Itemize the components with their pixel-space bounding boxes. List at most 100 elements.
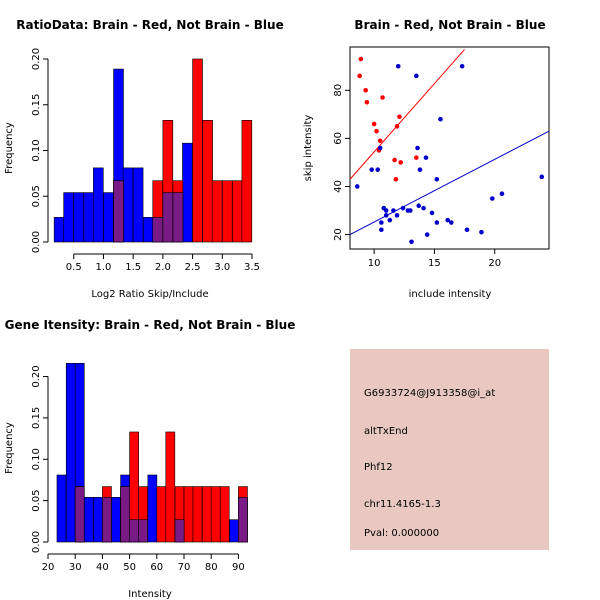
- scatter-y-tick-label: 20: [333, 228, 344, 241]
- gene-symbol: Phf12: [364, 462, 393, 473]
- ratio-bar-brain: [192, 58, 203, 243]
- ratio-bar-not-brain: [93, 167, 104, 243]
- scatter-point-brain: [380, 95, 385, 100]
- ratio-bar-brain: [221, 180, 233, 243]
- scatter-point-not-brain: [414, 73, 419, 79]
- scatter-point-not-brain: [449, 220, 454, 225]
- ratio-bar-not-brain: [73, 192, 84, 243]
- ratio-bar-not-brain: [63, 192, 74, 243]
- intensity-scatter: Brain - Red, Not Brain - Blue 10 15 20 20 40…: [303, 18, 550, 300]
- scatter-x-tick-label: 15: [428, 258, 441, 269]
- scatter-point-not-brain: [369, 167, 375, 172]
- scatter-point-not-brain: [394, 213, 400, 218]
- scatter-point-brain: [364, 100, 370, 105]
- scatter-point-brain: [371, 121, 377, 127]
- ratio-x-tick-label: 2.0: [155, 262, 171, 273]
- scatter-point-not-brain: [434, 220, 440, 225]
- intensity-y-tick-label: 0.00: [31, 531, 42, 553]
- ratio-bar-not-brain: [182, 142, 193, 243]
- scatter-point-not-brain: [408, 208, 413, 213]
- scatter-point-brain: [358, 56, 364, 62]
- ratio-bar-not-brain: [53, 216, 65, 243]
- ratio-bar-not-brain: [83, 192, 95, 243]
- scatter-point-not-brain: [387, 217, 393, 223]
- scatter-point-brain: [414, 155, 419, 160]
- scatter-point-brain: [357, 73, 362, 79]
- ratio-bar-overlap: [152, 216, 163, 243]
- ratio-histogram-title: RatioData: Brain - Red, Not Brain - Blue: [16, 18, 283, 32]
- scatter-point-brain: [363, 87, 368, 93]
- ratio-x-tick-label: 1.0: [96, 262, 112, 273]
- scatter-point-not-brain: [383, 213, 389, 218]
- ratio-x-tick-label: 2.5: [185, 262, 201, 273]
- scatter-point-not-brain: [445, 217, 450, 223]
- ratio-y-tick-label: 0.20: [31, 48, 42, 70]
- ratio-y-tick-label: 0.05: [31, 185, 42, 207]
- intensity-x-tick-label: 70: [178, 562, 191, 573]
- scatter-point-not-brain: [383, 208, 389, 213]
- scatter-point-not-brain: [459, 63, 465, 69]
- intensity-x-tick-label: 30: [69, 562, 82, 573]
- ratio-x-tick-label: 3.5: [244, 262, 260, 273]
- scatter-point-not-brain: [395, 63, 401, 69]
- intensity-bar-overlap: [138, 519, 148, 543]
- scatter-y-tick-label: 80: [333, 84, 344, 97]
- intensity-bar-not-brain: [147, 474, 158, 543]
- scatter-point-brain: [398, 160, 403, 165]
- ratio-bar-overlap: [113, 180, 124, 243]
- ratio-histogram: RatioData: Brain - Red, Not Brain - Blue…: [4, 18, 284, 300]
- scatter-point-brain: [377, 138, 383, 144]
- intensity-y-tick-label: 0.15: [31, 407, 42, 429]
- ratio-bar-overlap: [172, 192, 184, 243]
- intensity-bar-overlap: [120, 486, 130, 543]
- scatter-point-not-brain: [416, 203, 422, 209]
- scatter-x-tick-label: 20: [488, 258, 501, 269]
- intensity-bar-not-brain: [65, 363, 76, 543]
- intensity-bar-brain: [201, 486, 212, 543]
- ratio-bar-brain: [211, 180, 223, 243]
- scatter-point-not-brain: [417, 167, 423, 172]
- ratio-x-tick-label: 1.5: [125, 262, 141, 273]
- scatter-point-not-brain: [434, 176, 440, 182]
- intensity-bar-not-brain: [111, 497, 121, 543]
- scatter-point-not-brain: [438, 116, 443, 122]
- scatter-x-tick-label: 10: [368, 258, 381, 269]
- scatter-point-not-brain: [400, 205, 406, 211]
- scatter-point-brain: [374, 128, 379, 134]
- intensity-bar-brain: [183, 486, 194, 543]
- scatter-point-not-brain: [375, 167, 381, 172]
- scatter-point-not-brain: [421, 205, 426, 211]
- intensity-histogram-ylabel: Frequency: [4, 422, 15, 474]
- scatter-point-not-brain: [379, 220, 384, 225]
- scatter-title: Brain - Red, Not Brain - Blue: [354, 18, 545, 32]
- intensity-bar-brain: [156, 486, 167, 543]
- ratio-histogram-ylabel: Frequency: [4, 122, 15, 174]
- intensity-bar-not-brain: [93, 497, 103, 543]
- ratio-bar-brain: [202, 120, 213, 243]
- scatter-point-not-brain: [391, 208, 396, 213]
- intensity-bar-overlap: [174, 519, 185, 543]
- event-type: altTxEnd: [364, 426, 408, 437]
- scatter-point-brain: [397, 114, 402, 120]
- scatter-point-not-brain: [499, 191, 505, 196]
- ratio-bar-not-brain: [122, 167, 134, 243]
- intensity-x-tick-label: 20: [42, 562, 55, 573]
- intensity-bar-brain: [210, 486, 221, 543]
- intensity-bar-brain: [165, 431, 176, 543]
- ratio-bar-not-brain: [142, 216, 154, 243]
- scatter-ylabel: skip intensity: [303, 115, 314, 182]
- scatter-point-not-brain: [409, 239, 414, 245]
- scatter-point-not-brain: [354, 184, 360, 189]
- ratio-bar-overlap: [162, 192, 174, 243]
- scatter-point-not-brain: [429, 210, 435, 216]
- info-panel: G6933724@J913358@i_at altTxEnd Phf12 chr…: [350, 349, 549, 550]
- intensity-bar-overlap: [74, 486, 85, 543]
- scatter-y-tick-label: 60: [333, 132, 344, 145]
- scatter-y-tick-label: 40: [333, 180, 344, 193]
- intensity-bar-overlap: [238, 497, 248, 543]
- intensity-bar-not-brain: [229, 519, 239, 543]
- scatter-point-brain: [394, 124, 400, 129]
- scatter-point-not-brain: [464, 227, 470, 233]
- scatter-fit-line-brain: [349, 49, 465, 180]
- intensity-histogram: Gene Itensity: Brain - Red, Not Brain - …: [4, 318, 295, 600]
